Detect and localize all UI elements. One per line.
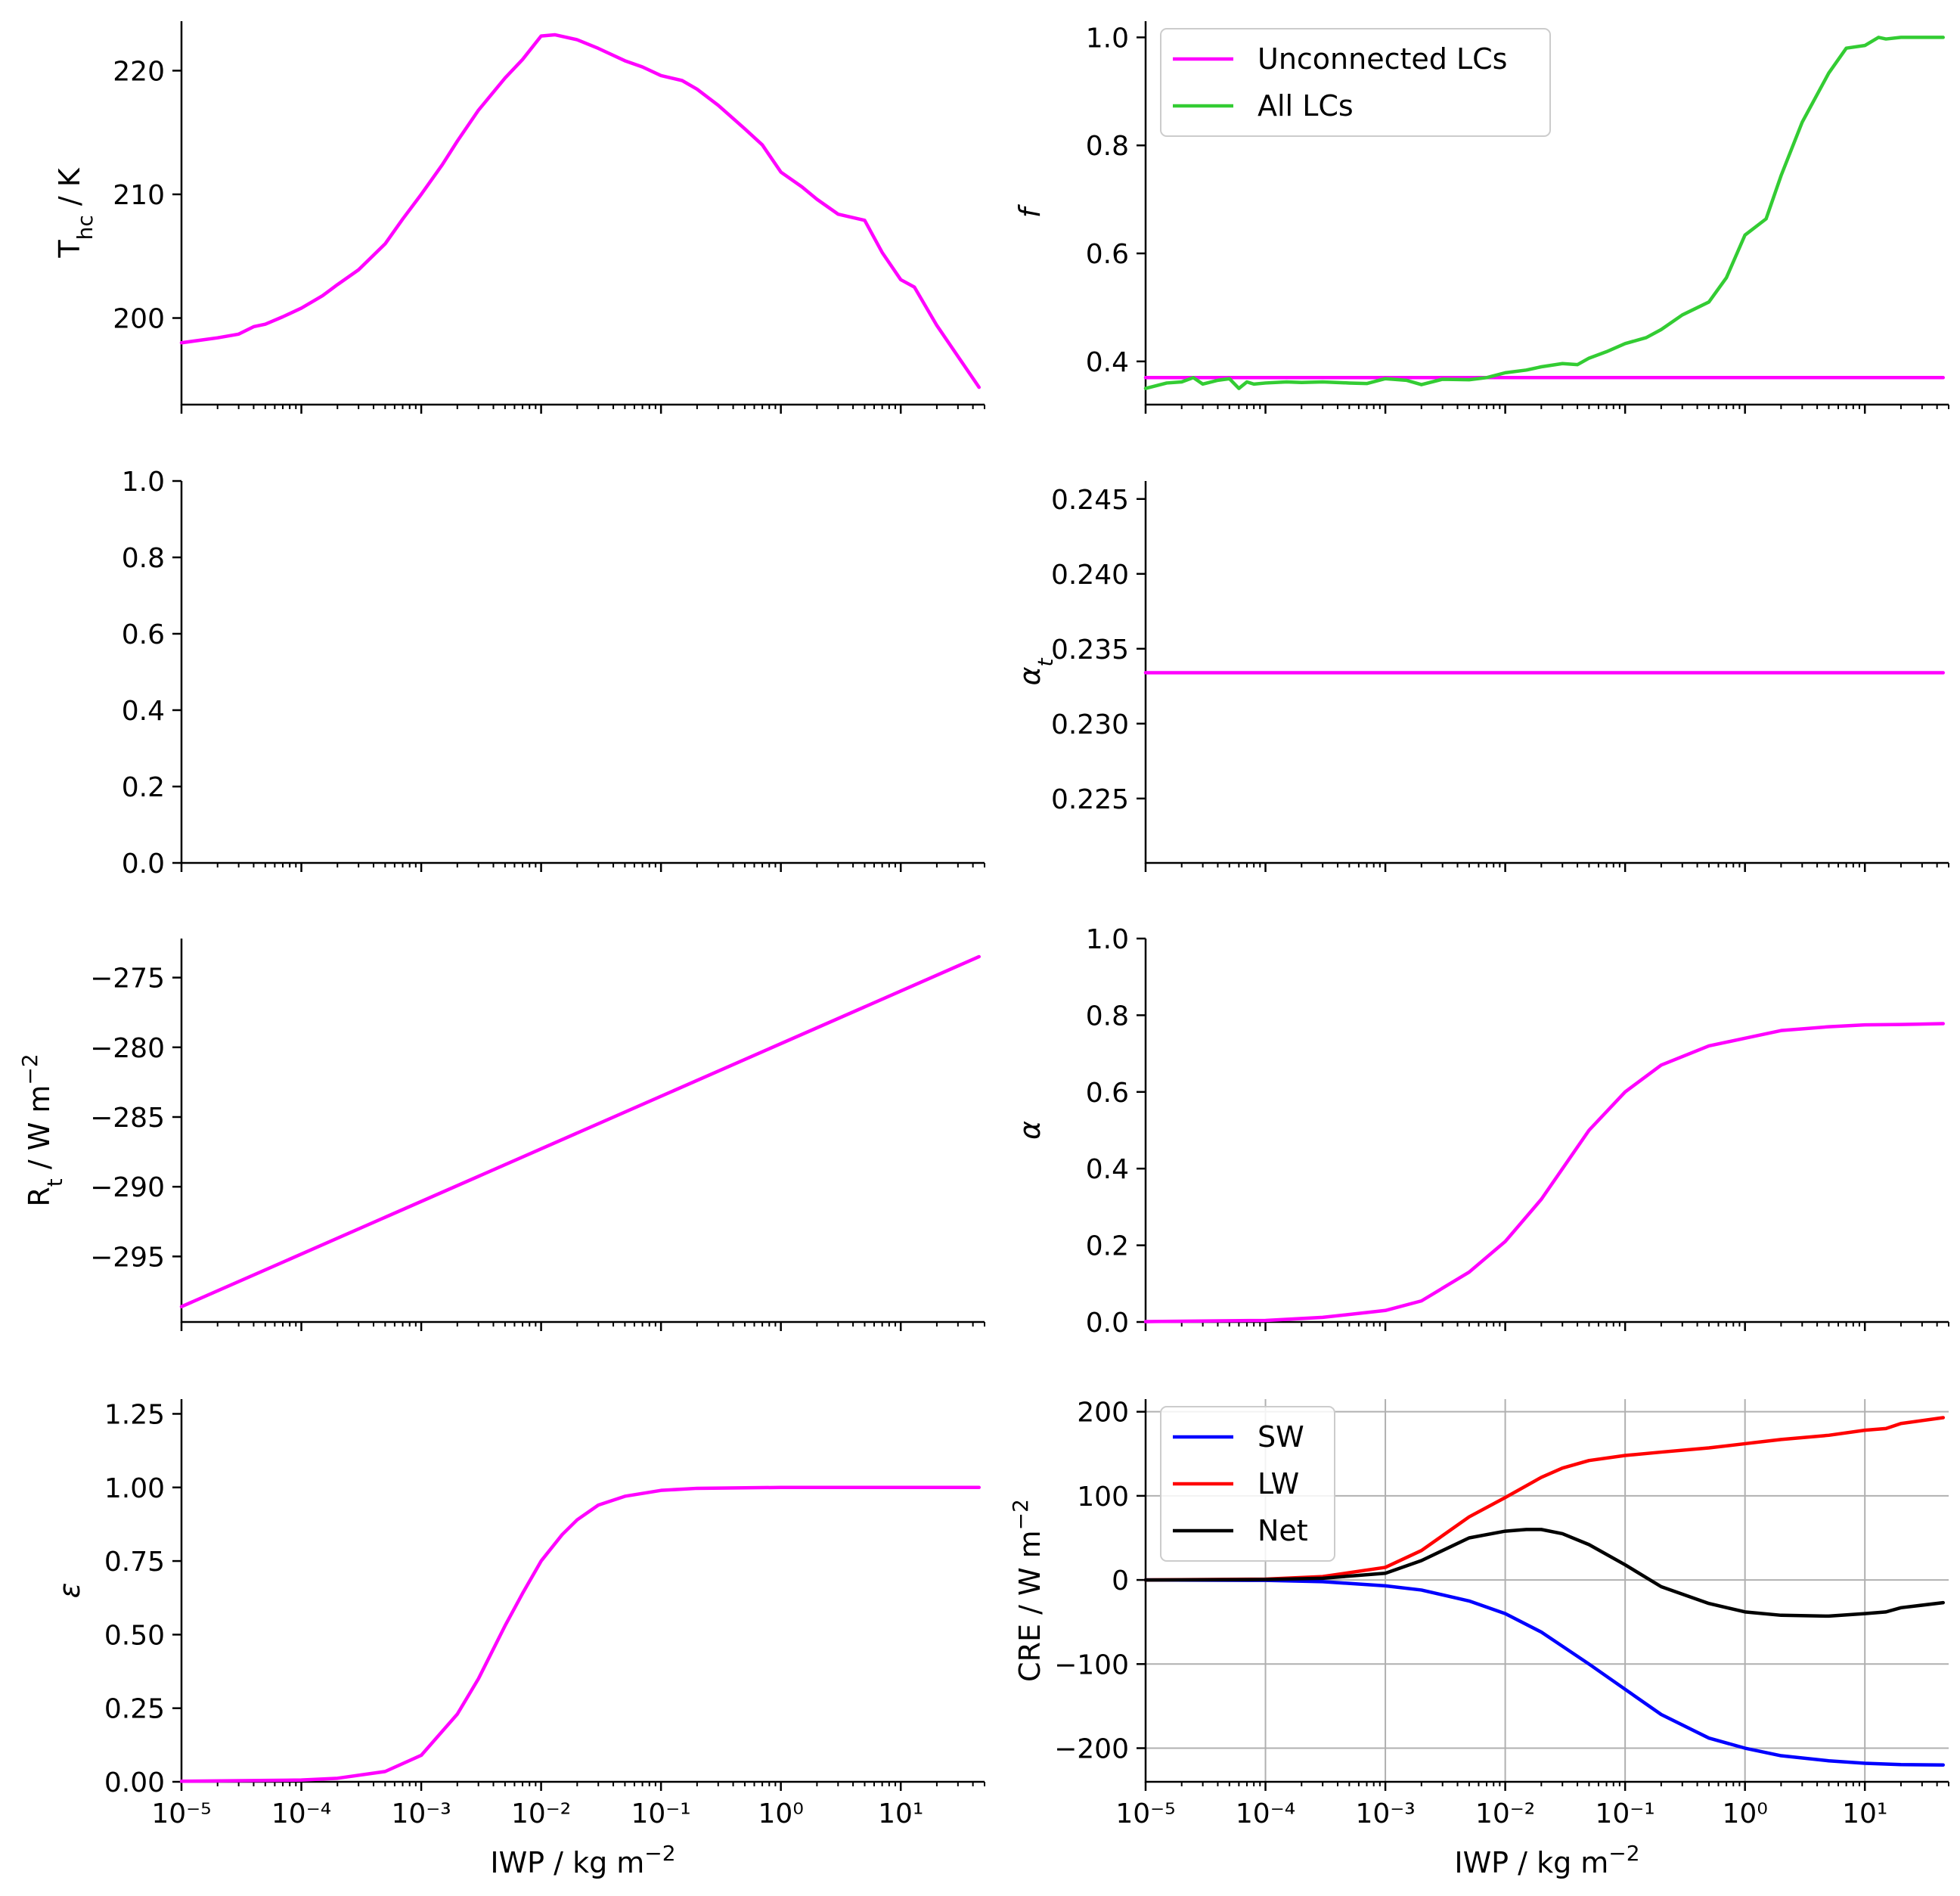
x-tick-label: 10¹ xyxy=(1842,1798,1887,1829)
legend-frame xyxy=(1160,28,1551,137)
x-tick-label: 10⁰ xyxy=(758,1798,804,1829)
x-tick-label: 10⁻⁵ xyxy=(151,1798,211,1829)
x-tick-label: 10⁻¹ xyxy=(631,1798,691,1829)
y-tick-label: 0.2 xyxy=(1086,1231,1129,1262)
y-axis-label: αt xyxy=(1013,657,1058,685)
y-tick-label: −275 xyxy=(90,964,165,995)
y-tick-label: 0.4 xyxy=(1086,347,1129,378)
y-tick-label: 0.230 xyxy=(1051,709,1129,740)
y-tick-label: 1.00 xyxy=(104,1473,165,1504)
y-tick-label: −295 xyxy=(90,1242,165,1273)
y-tick-label: 1.0 xyxy=(1086,924,1129,955)
panel-rt: −295 −290 −285 −280 −275 Rt / W m−2 xyxy=(17,939,985,1331)
y-tick-label: 0.6 xyxy=(1086,239,1129,270)
series-line-lw xyxy=(1143,1416,1945,1582)
y-tick-label: 0.2 xyxy=(122,772,165,803)
x-tick-label: 10⁻³ xyxy=(1355,1798,1415,1829)
panel-cre: 10⁻⁵ 10⁻⁴ 10⁻³ 10⁻² 10⁻¹ 10⁰ 10¹ −200 −100 0 100 20… xyxy=(1008,1398,1949,1879)
panel-alpha_t: 0.225 0.230 0.235 0.240 0.245 αt xyxy=(1013,481,1949,872)
legend-cre: SW LW Net xyxy=(1160,1406,1335,1562)
y-tick-label: 0.0 xyxy=(1086,1308,1129,1339)
y-tick-label: 0.245 xyxy=(1051,485,1129,516)
legend-label: SW xyxy=(1258,1420,1304,1454)
series-line-sw xyxy=(1143,1578,1945,1767)
legend-label: Unconnected LCs xyxy=(1258,42,1507,76)
y-axis-label: Rt / W m−2 xyxy=(17,1054,67,1206)
y-tick-label: −290 xyxy=(90,1172,165,1203)
x-tick-label: 10⁻³ xyxy=(391,1798,451,1829)
y-tick-label: −280 xyxy=(90,1033,165,1064)
series-line-thc-0 xyxy=(179,33,981,389)
y-tick-label: −100 xyxy=(1054,1649,1129,1680)
panel-empty: 0.0 0.2 0.4 0.6 0.8 1.0 xyxy=(122,467,985,880)
y-tick-label: 1.0 xyxy=(1086,23,1129,54)
y-tick-label: 0 xyxy=(1112,1566,1129,1597)
x-axis-label: IWP / kg m−2 xyxy=(1454,1841,1639,1880)
x-tick-label: 10⁻⁴ xyxy=(1236,1798,1295,1829)
panel-thc: 200 210 220 Thc / K xyxy=(53,21,985,414)
x-tick-label: 10⁻¹ xyxy=(1596,1798,1655,1829)
y-axis-label: Thc / K xyxy=(53,167,98,258)
y-tick-label: 0.50 xyxy=(104,1620,165,1651)
y-axis-label: α xyxy=(1013,1121,1047,1140)
y-tick-label: 200 xyxy=(1077,1398,1129,1429)
y-tick-label: 200 xyxy=(113,304,165,335)
legend-label: LW xyxy=(1258,1467,1299,1500)
y-tick-label: −200 xyxy=(1054,1734,1129,1765)
y-tick-label: 0.225 xyxy=(1051,784,1129,815)
y-tick-label: 0.6 xyxy=(122,619,165,650)
y-tick-label: 0.75 xyxy=(104,1547,165,1578)
legend-label: All LCs xyxy=(1258,89,1354,123)
x-tick-label: 10⁻² xyxy=(1475,1798,1535,1829)
y-tick-label: 0.8 xyxy=(1086,1001,1129,1032)
y-tick-label: 0.8 xyxy=(1086,131,1129,162)
legend-f: Unconnected LCs All LCs xyxy=(1160,28,1551,137)
series-line-net xyxy=(1143,1528,1945,1618)
series-line-rt-0 xyxy=(179,954,981,1308)
y-tick-label: 0.240 xyxy=(1051,560,1129,591)
y-tick-label: −285 xyxy=(90,1103,165,1134)
y-tick-label: 210 xyxy=(113,180,165,211)
series-line-eps-0 xyxy=(179,1485,981,1783)
y-tick-label: 1.0 xyxy=(122,467,165,498)
panel-alpha: 0.0 0.2 0.4 0.6 0.8 1.0 α xyxy=(1013,924,1949,1339)
y-tick-label: 0.6 xyxy=(1086,1078,1129,1109)
panel-eps: 10⁻⁵ 10⁻⁴ 10⁻³ 10⁻² 10⁻¹ 10⁰ 10¹ 0.00 0.25 0.50 0.… xyxy=(53,1399,985,1879)
x-tick-label: 10⁻⁵ xyxy=(1115,1798,1175,1829)
panel-f: 0.4 0.6 0.8 1.0 f Unconnected LCs All LCs xyxy=(1013,21,1949,414)
y-tick-label: 0.4 xyxy=(1086,1154,1129,1185)
x-tick-label: 10⁻² xyxy=(511,1798,571,1829)
y-tick-label: 0.235 xyxy=(1051,635,1129,666)
x-tick-label: 10⁰ xyxy=(1723,1798,1768,1829)
legend-label: Net xyxy=(1258,1514,1308,1547)
legend-frame xyxy=(1160,1406,1335,1562)
series-line-all-lcs xyxy=(1143,36,1945,390)
y-tick-label: 0.00 xyxy=(104,1767,165,1798)
y-tick-label: 0.25 xyxy=(104,1694,165,1725)
y-tick-label: 0.0 xyxy=(122,849,165,880)
y-axis-label: CRE / W m−2 xyxy=(1008,1499,1047,1682)
y-tick-label: 0.8 xyxy=(122,543,165,574)
y-tick-label: 0.4 xyxy=(122,696,165,727)
y-axis-label: f xyxy=(1013,203,1047,218)
series-line-alpha-0 xyxy=(1143,1022,1945,1323)
y-axis-label: ε xyxy=(53,1583,86,1599)
y-tick-label: 220 xyxy=(113,56,165,87)
x-axis-label: IWP / kg m−2 xyxy=(490,1841,675,1880)
x-tick-label: 10⁻⁴ xyxy=(271,1798,331,1829)
y-tick-label: 100 xyxy=(1077,1482,1129,1513)
y-tick-label: 1.25 xyxy=(104,1399,165,1430)
x-tick-label: 10¹ xyxy=(878,1798,923,1829)
